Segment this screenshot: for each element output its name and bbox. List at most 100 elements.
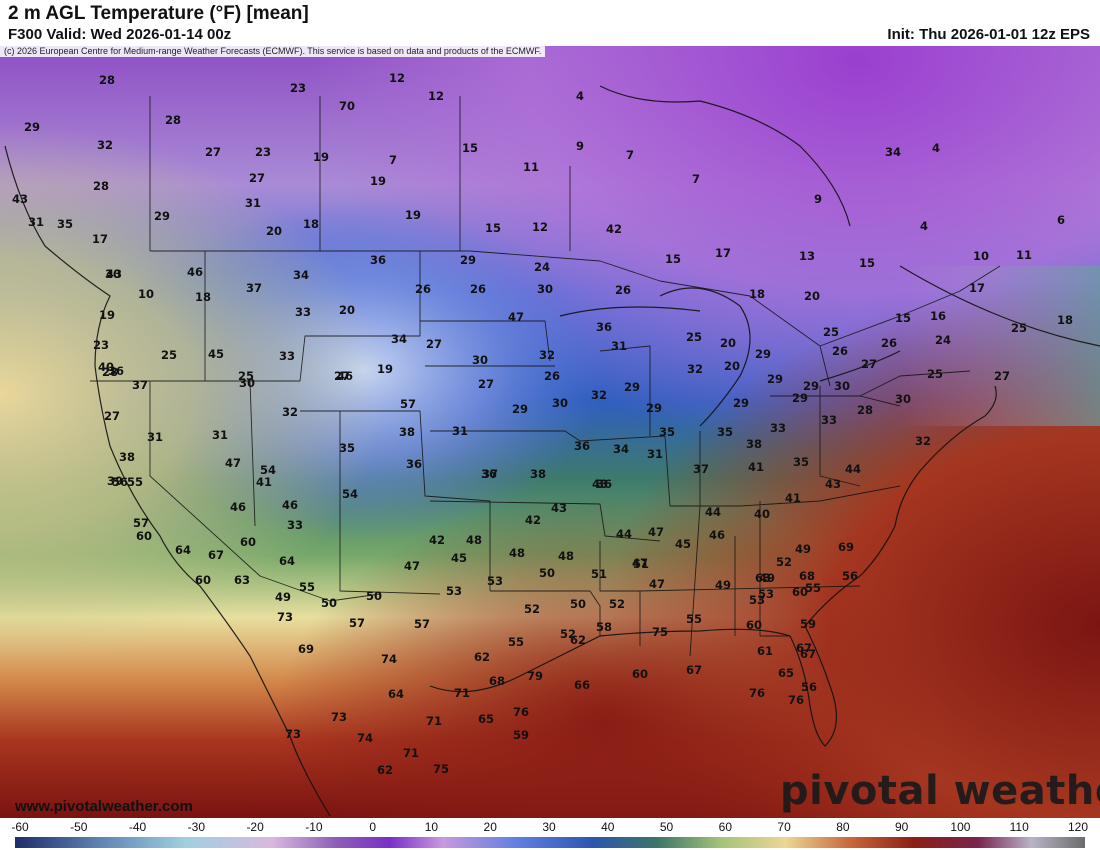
temperature-label: 49 <box>795 542 811 556</box>
scale-tick: 40 <box>601 820 615 834</box>
scale-tick: 120 <box>1067 820 1089 834</box>
temperature-label: 19 <box>405 208 421 222</box>
temperature-label: 69 <box>838 540 854 554</box>
temperature-label: 30 <box>552 396 568 410</box>
temperature-label: 20 <box>804 289 820 303</box>
temperature-label: 30 <box>834 379 850 393</box>
temperature-label: 39 <box>107 474 123 488</box>
temperature-label: 35 <box>717 425 733 439</box>
temperature-label: 17 <box>969 281 985 295</box>
scale-tick: 60 <box>718 820 733 834</box>
temperature-label: 61 <box>757 644 773 658</box>
temperature-label: 46 <box>282 498 298 512</box>
temperature-label: 79 <box>527 669 543 683</box>
temperature-label: 56 <box>112 475 128 489</box>
temperature-label: 58 <box>596 620 612 634</box>
scale-tick: -60 <box>11 820 29 834</box>
temperature-label: 46 <box>709 528 725 542</box>
temperature-label: 29 <box>733 396 749 410</box>
temperature-label: 45 <box>675 537 691 551</box>
temperature-label: 50 <box>321 596 337 610</box>
temperature-label: 19 <box>313 150 329 164</box>
temperature-label: 28 <box>99 73 115 87</box>
temperature-label: 37 <box>246 281 262 295</box>
temperature-label: 29 <box>512 402 528 416</box>
temperature-label: 34 <box>293 268 309 282</box>
temperature-label: 11 <box>1016 248 1032 262</box>
temperature-label: 4 <box>932 141 940 155</box>
temperature-label: 26 <box>544 369 560 383</box>
temperature-label: 71 <box>403 746 419 760</box>
temperature-label: 53 <box>446 584 462 598</box>
temperature-label: 33 <box>821 413 837 427</box>
website-watermark[interactable]: www.pivotalweather.com <box>15 798 193 815</box>
color-strip <box>15 837 1085 848</box>
temperature-label: 71 <box>454 686 470 700</box>
temperature-label: 26 <box>415 282 431 296</box>
temperature-label: 50 <box>570 597 586 611</box>
temperature-label: 74 <box>381 652 397 666</box>
temperature-label: 25 <box>686 330 702 344</box>
temperature-label: 19 <box>370 174 386 188</box>
temperature-label: 56 <box>842 569 858 583</box>
temperature-label: 57 <box>414 617 430 631</box>
temperature-label: 23 <box>93 338 109 352</box>
temperature-map[interactable]: 28 12 23 70 12 4 29 28 32 27 23 19 7 15 9 7 28 27 19 11 7 29 3… <box>0 46 1100 818</box>
temperature-label: 49 <box>275 590 291 604</box>
scale-tick: 90 <box>894 820 909 834</box>
scale-tick: 50 <box>659 820 674 834</box>
temperature-label: 60 <box>136 529 152 543</box>
temperature-label: 35 <box>57 217 73 231</box>
north-atlantic-field <box>900 266 1100 426</box>
scale-tick: 100 <box>950 820 971 834</box>
temperature-label: 75 <box>433 762 449 776</box>
temperature-label: 75 <box>652 625 668 639</box>
scale-tick: 80 <box>836 820 850 834</box>
temperature-label: 64 <box>279 554 295 568</box>
temperature-label: 33 <box>279 349 295 363</box>
temperature-label: 43 <box>825 477 841 491</box>
temperature-label: 73 <box>331 710 347 724</box>
init-time: Init: Thu 2026-01-01 12z EPS <box>887 26 1090 43</box>
state-borders <box>90 96 1001 657</box>
scale-tick-labels: -60 -50 -40 -30 -20 -10 0 10 20 30 40 50 60 70 80 90 100… <box>0 818 1100 834</box>
temperature-label: 62 <box>570 633 586 647</box>
temperature-label: 31 <box>452 424 468 438</box>
temperature-label: 25 <box>1011 321 1027 335</box>
temperature-label: 29 <box>646 401 662 415</box>
temperature-label: 20 <box>266 224 282 238</box>
temperature-label: 76 <box>788 693 804 707</box>
brand-logo: pivotal weather <box>780 768 1100 814</box>
temperature-label: 27 <box>249 171 265 185</box>
temperature-label: 54 <box>342 487 358 501</box>
temperature-label: 42 <box>525 513 541 527</box>
temperature-label: 70 <box>339 99 355 113</box>
temperature-label: 41 <box>785 491 801 505</box>
temperature-label: 40 <box>98 360 114 374</box>
temperature-label: 36 <box>108 364 124 378</box>
temperature-label: 36 <box>596 320 612 334</box>
temperature-label: 63 <box>234 573 250 587</box>
temperature-label: 47 <box>508 310 524 324</box>
temperature-label: 32 <box>539 348 555 362</box>
scale-tick: 30 <box>542 820 556 834</box>
temperature-label: 28 <box>165 113 181 127</box>
temperature-label: 29 <box>624 380 640 394</box>
temperature-label: 29 <box>803 379 819 393</box>
scale-tick: 110 <box>1009 820 1029 834</box>
temperature-label: 31 <box>212 428 228 442</box>
temperature-label: 47 <box>649 577 665 591</box>
temperature-label: 15 <box>462 141 478 155</box>
temperature-label: 57 <box>400 397 416 411</box>
temperature-label: 27 <box>861 357 877 371</box>
temperature-label: 9 <box>576 139 584 153</box>
temperature-label: 27 <box>994 369 1010 383</box>
temperature-label: 28 <box>93 179 109 193</box>
temperature-label: 59 <box>513 728 529 742</box>
temperature-label: 50 <box>539 566 555 580</box>
temperature-label: 62 <box>377 763 393 777</box>
temperature-label: 34 <box>613 442 629 456</box>
temperature-label: 12 <box>389 71 405 85</box>
temperature-label: 59 <box>800 617 816 631</box>
temperature-label: 31 <box>611 339 627 353</box>
